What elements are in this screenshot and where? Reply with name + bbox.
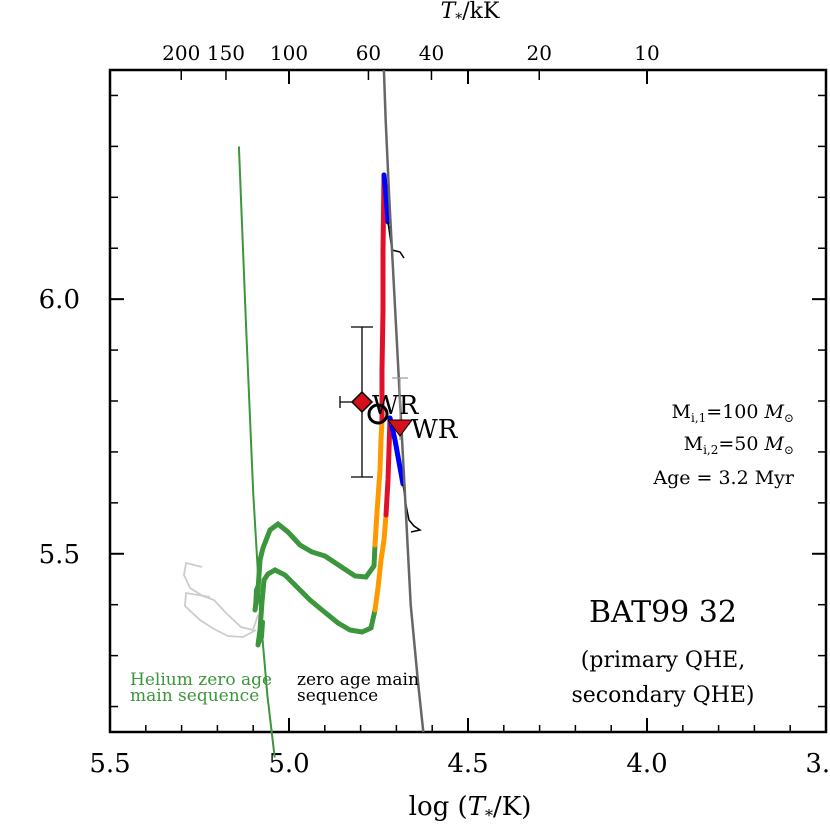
x-axis-label: log (T*/K) [409, 792, 532, 825]
green-track-upper [252, 520, 378, 613]
top-tick-label: 60 [356, 41, 381, 65]
y-axis-ticks: 5.5 6.0 [39, 94, 826, 708]
red-track-1 [379, 172, 387, 423]
observed-secondary: WR [367, 377, 459, 445]
observed-primary: WR [339, 326, 420, 478]
orange-track-2 [372, 512, 389, 613]
green-track-lower [255, 567, 378, 648]
zams-label-1: zero age main [297, 670, 419, 690]
chart-title: BAT99 32 [589, 595, 737, 630]
zams-label-2: sequence [297, 686, 378, 706]
blue-track-1 [381, 172, 391, 225]
he-zams-label-2: main sequence [130, 686, 259, 706]
top-tick-label: 100 [270, 41, 308, 65]
x-tick-label: 5.5 [89, 749, 130, 779]
info-m1: Mi,1=100 M⊙ [672, 401, 794, 425]
orange-track-1 [372, 417, 385, 548]
y-tick-label: 6.0 [39, 285, 80, 315]
light-track-2 [184, 591, 257, 638]
light-track-1 [183, 561, 259, 632]
x-tick-label: 4.5 [447, 749, 488, 779]
top-tick-label: 10 [634, 41, 659, 65]
chart-subtitle-2: secondary QHE) [571, 683, 754, 708]
info-m2: Mi,2=50 M⊙ [684, 433, 794, 457]
top-axis-ticks: 200 150 100 60 40 20 10 [162, 41, 660, 80]
top-tick-label: 200 [162, 41, 200, 65]
top-axis-label: T*/kK [441, 0, 500, 27]
secondary-ring [367, 403, 389, 425]
he-zams-line [237, 146, 276, 758]
top-tick-label: 40 [419, 41, 444, 65]
top-tick-label: 20 [527, 41, 552, 65]
blue-track-2 [387, 415, 406, 487]
chart-subtitle-1: (primary QHE, [581, 648, 745, 673]
x-axis-ticks: 5.55.04.54.03.5 [89, 70, 830, 779]
he-zams-label-1: Helium zero age [130, 670, 272, 690]
y-tick-label: 5.5 [39, 540, 80, 570]
evolution-tracks [183, 172, 422, 648]
primary-marker [350, 390, 374, 414]
red-track-2 [383, 415, 393, 518]
secondary-wr-label: WR [411, 415, 459, 445]
info-age: Age = 3.2 Myr [652, 467, 795, 489]
top-tick-label: 150 [207, 41, 245, 65]
secondary-marker [387, 419, 413, 437]
x-tick-label: 4.0 [626, 749, 667, 779]
x-tick-label: 3.5 [805, 749, 830, 779]
